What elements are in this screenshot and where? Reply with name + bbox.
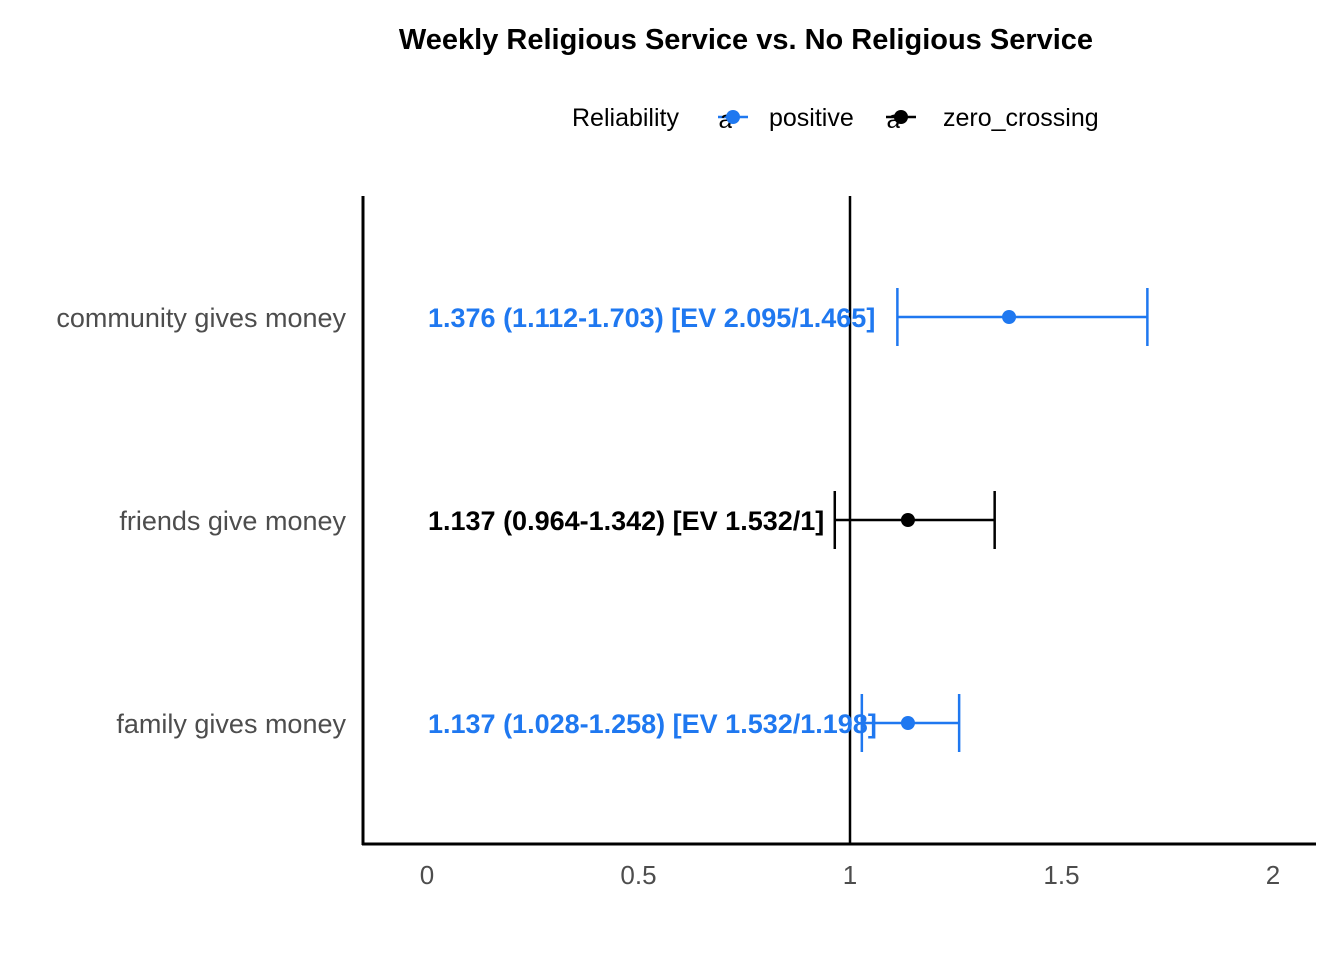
estimate-row: 1.137 (1.028-1.258) [EV 1.532/1.198] (428, 694, 961, 752)
chart-title: Weekly Religious Service vs. No Religiou… (399, 24, 1093, 56)
legend-title: Reliability (572, 104, 679, 132)
estimate-label: 1.137 (1.028-1.258) [EV 1.532/1.198] (428, 709, 877, 739)
legend: Reliability a positive a zero_crossing (572, 104, 1099, 134)
legend-item-label: zero_crossing (943, 104, 1099, 132)
y-axis: community gives money friends give money f… (56, 303, 346, 739)
legend-key-point (726, 110, 740, 124)
estimate-label: 1.137 (0.964-1.342) [EV 1.532/1] (428, 506, 824, 536)
point-estimate (900, 716, 915, 730)
x-axis: 0 0.5 1 1.5 2 (420, 860, 1280, 890)
x-tick-label: 1.5 (1043, 860, 1079, 890)
legend-item-positive: a positive (718, 104, 854, 134)
legend-item-zero-crossing: a zero_crossing (886, 104, 1099, 134)
legend-key-point (894, 110, 908, 124)
estimate-label: 1.376 (1.112-1.703) [EV 2.095/1.465] (428, 303, 875, 333)
point-estimate (1002, 310, 1017, 324)
y-category-label: community gives money (56, 303, 346, 333)
x-tick-label: 0 (420, 860, 434, 890)
y-category-label: friends give money (119, 506, 346, 536)
estimate-row: 1.137 (0.964-1.342) [EV 1.532/1] (428, 491, 996, 549)
x-tick-label: 1 (843, 860, 857, 890)
point-estimate (900, 513, 915, 527)
x-tick-label: 2 (1266, 860, 1280, 890)
plot-area: 1.376 (1.112-1.703) [EV 2.095/1.465] 1.13… (56, 196, 1316, 890)
x-tick-label: 0.5 (620, 860, 656, 890)
y-category-label: family gives money (116, 709, 346, 739)
legend-item-label: positive (769, 104, 854, 132)
estimate-row: 1.376 (1.112-1.703) [EV 2.095/1.465] (428, 288, 1149, 346)
